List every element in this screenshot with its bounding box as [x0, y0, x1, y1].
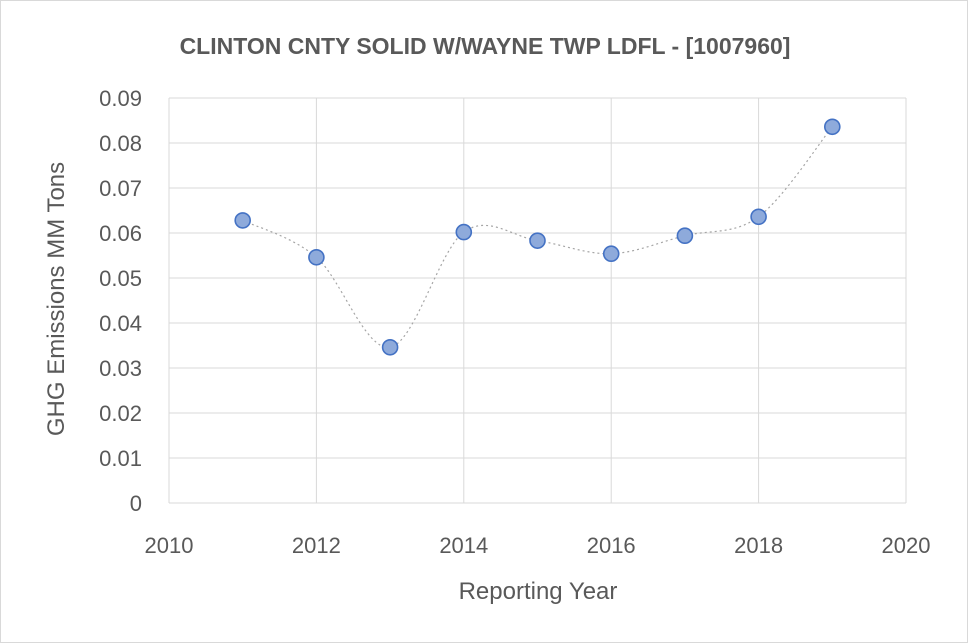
y-tick-label: 0.01 [99, 446, 142, 471]
data-point [602, 245, 620, 262]
data-point [381, 338, 399, 356]
y-tick-label: 0.06 [99, 221, 142, 246]
data-point [308, 248, 325, 266]
y-tick-label: 0 [130, 491, 142, 516]
y-tick-label: 0.09 [99, 86, 142, 111]
y-tick-label: 0.04 [99, 311, 142, 336]
data-points [234, 118, 841, 356]
y-axis-title: GHG Emissions MM Tons [43, 162, 70, 436]
x-tick-labels: 2010 2012 2014 2016 2018 2020 [145, 533, 931, 558]
x-tick-label: 2016 [587, 533, 636, 558]
data-point [823, 118, 841, 136]
y-tick-label: 0.02 [99, 401, 142, 426]
grid-layer [168, 97, 907, 504]
data-point [750, 208, 767, 226]
x-tick-label: 2014 [439, 533, 488, 558]
y-tick-label: 0.05 [99, 266, 142, 291]
x-tick-label: 2010 [145, 533, 194, 558]
x-tick-label: 2018 [734, 533, 783, 558]
x-tick-label: 2020 [882, 533, 931, 558]
data-point [529, 232, 546, 249]
y-tick-label: 0.03 [99, 356, 142, 381]
y-tick-label: 0.08 [99, 131, 142, 156]
y-tick-labels: 0 0.01 0.02 0.03 0.04 0.05 0.06 0.07 0.08 0.09 [99, 86, 142, 516]
chart-title: CLINTON CNTY SOLID W/WAYNE TWP LDFL - [1… [180, 33, 791, 59]
x-axis-title: Reporting Year [459, 578, 618, 605]
x-tick-label: 2012 [292, 533, 341, 558]
trend-line [242, 126, 833, 348]
y-tick-label: 0.07 [99, 176, 142, 201]
data-point [676, 227, 694, 244]
data-point [234, 212, 251, 229]
data-point [455, 223, 473, 241]
